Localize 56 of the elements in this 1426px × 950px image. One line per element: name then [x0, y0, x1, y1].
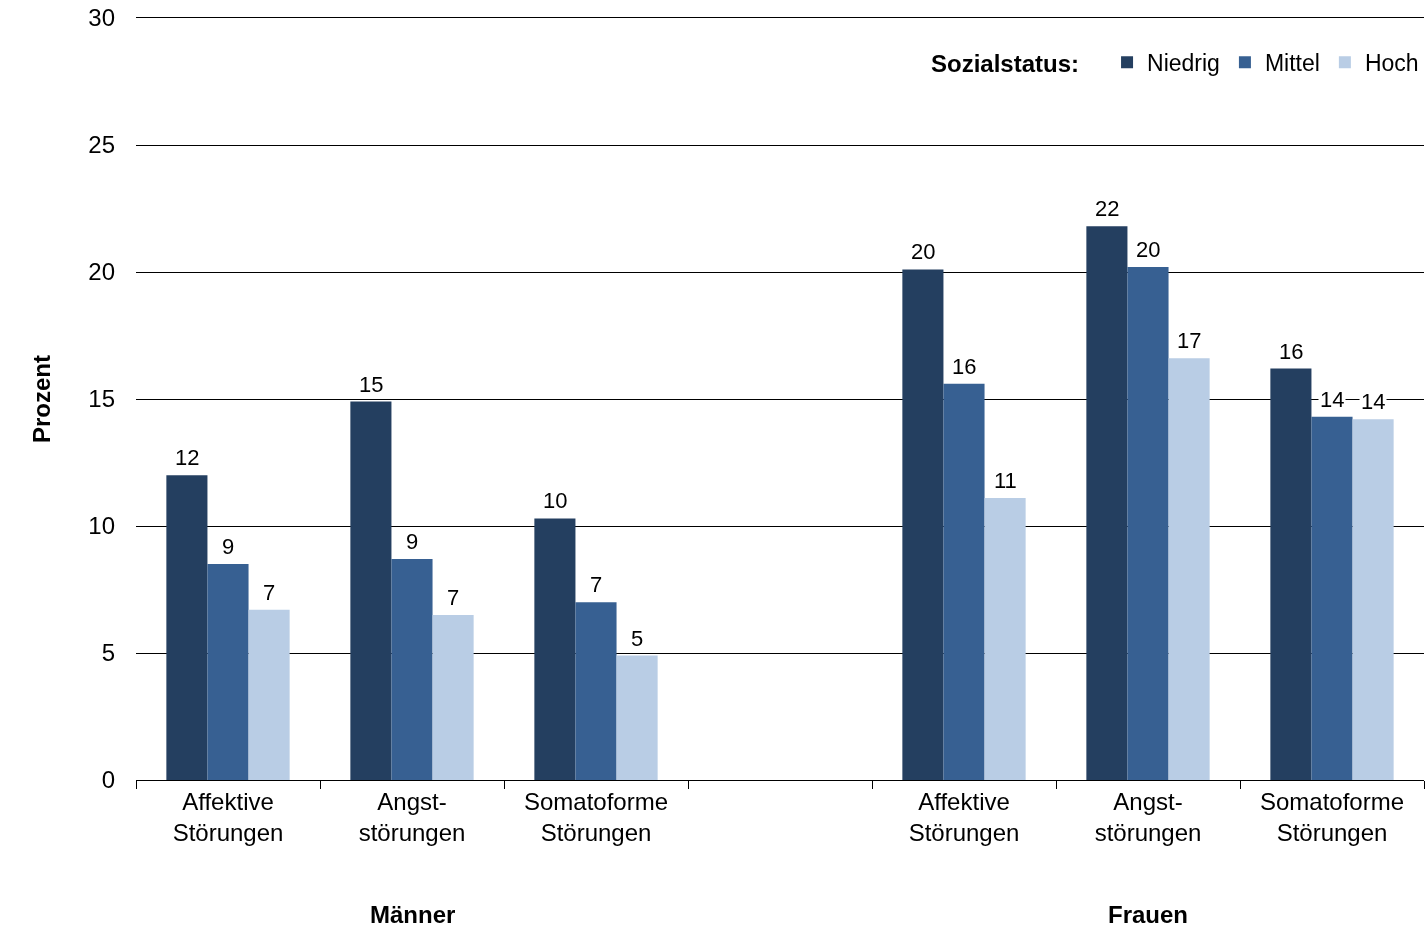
bar	[616, 655, 658, 780]
bar	[432, 614, 474, 780]
data-label: 9	[222, 534, 235, 559]
data-label: 10	[543, 488, 568, 513]
data-label: 17	[1177, 328, 1202, 353]
bar	[166, 475, 208, 780]
bar	[1168, 358, 1210, 780]
data-label: 20	[1136, 237, 1161, 262]
data-label: 7	[263, 580, 276, 605]
bar	[984, 498, 1026, 780]
data-label: 14	[1320, 387, 1345, 412]
y-tick-label: 15	[88, 385, 115, 413]
bar	[207, 564, 249, 780]
y-tick-label: 20	[88, 258, 115, 286]
x-tick-label: Somatoforme Störungen	[523, 787, 669, 846]
y-tick-label: 0	[101, 766, 115, 794]
legend-label: Mittel	[1264, 50, 1320, 77]
y-tick-label: 5	[101, 639, 115, 667]
data-label: 7	[447, 585, 460, 610]
bar	[534, 518, 576, 780]
data-label: 11	[994, 468, 1017, 493]
text: Frauen	[1108, 901, 1189, 928]
data-label: 15	[359, 372, 384, 397]
y-tick-label: 25	[88, 131, 115, 159]
bar	[1311, 416, 1353, 780]
x-tick-label: Affektive Störungen	[172, 787, 284, 846]
data-label: 5	[631, 626, 644, 651]
data-label: 12	[175, 445, 200, 470]
bar	[902, 269, 944, 780]
bar	[1270, 368, 1312, 780]
data-label: 22	[1095, 196, 1120, 221]
bar	[1352, 419, 1394, 780]
data-label: 14	[1361, 389, 1386, 414]
bar	[943, 383, 985, 780]
bar	[248, 609, 290, 780]
bar	[350, 401, 392, 780]
y-axis-title: Prozent	[28, 354, 56, 444]
legend-label: Niedrig	[1147, 50, 1220, 77]
x-tick-label: Affektive Störungen	[908, 787, 1020, 846]
x-tick-label: Angst- störungen	[358, 787, 466, 846]
bar	[391, 559, 433, 780]
data-label: 20	[911, 239, 936, 264]
legend-label: Hoch	[1364, 50, 1419, 77]
x-tick-label: Somatoforme Störungen	[1259, 787, 1405, 846]
text: Männer	[370, 901, 456, 928]
data-label: 9	[406, 529, 419, 554]
x-tick-label: Angst- störungen	[1094, 787, 1202, 846]
bar	[1086, 226, 1128, 780]
data-label: 16	[1279, 339, 1304, 364]
bar	[1127, 266, 1169, 780]
y-tick-label: 10	[88, 512, 115, 540]
legend-title: Sozialstatus:	[931, 50, 1080, 78]
y-tick-label: 30	[88, 4, 115, 32]
data-label: 7	[590, 572, 603, 597]
bar	[575, 602, 617, 780]
data-label: 16	[952, 354, 977, 379]
